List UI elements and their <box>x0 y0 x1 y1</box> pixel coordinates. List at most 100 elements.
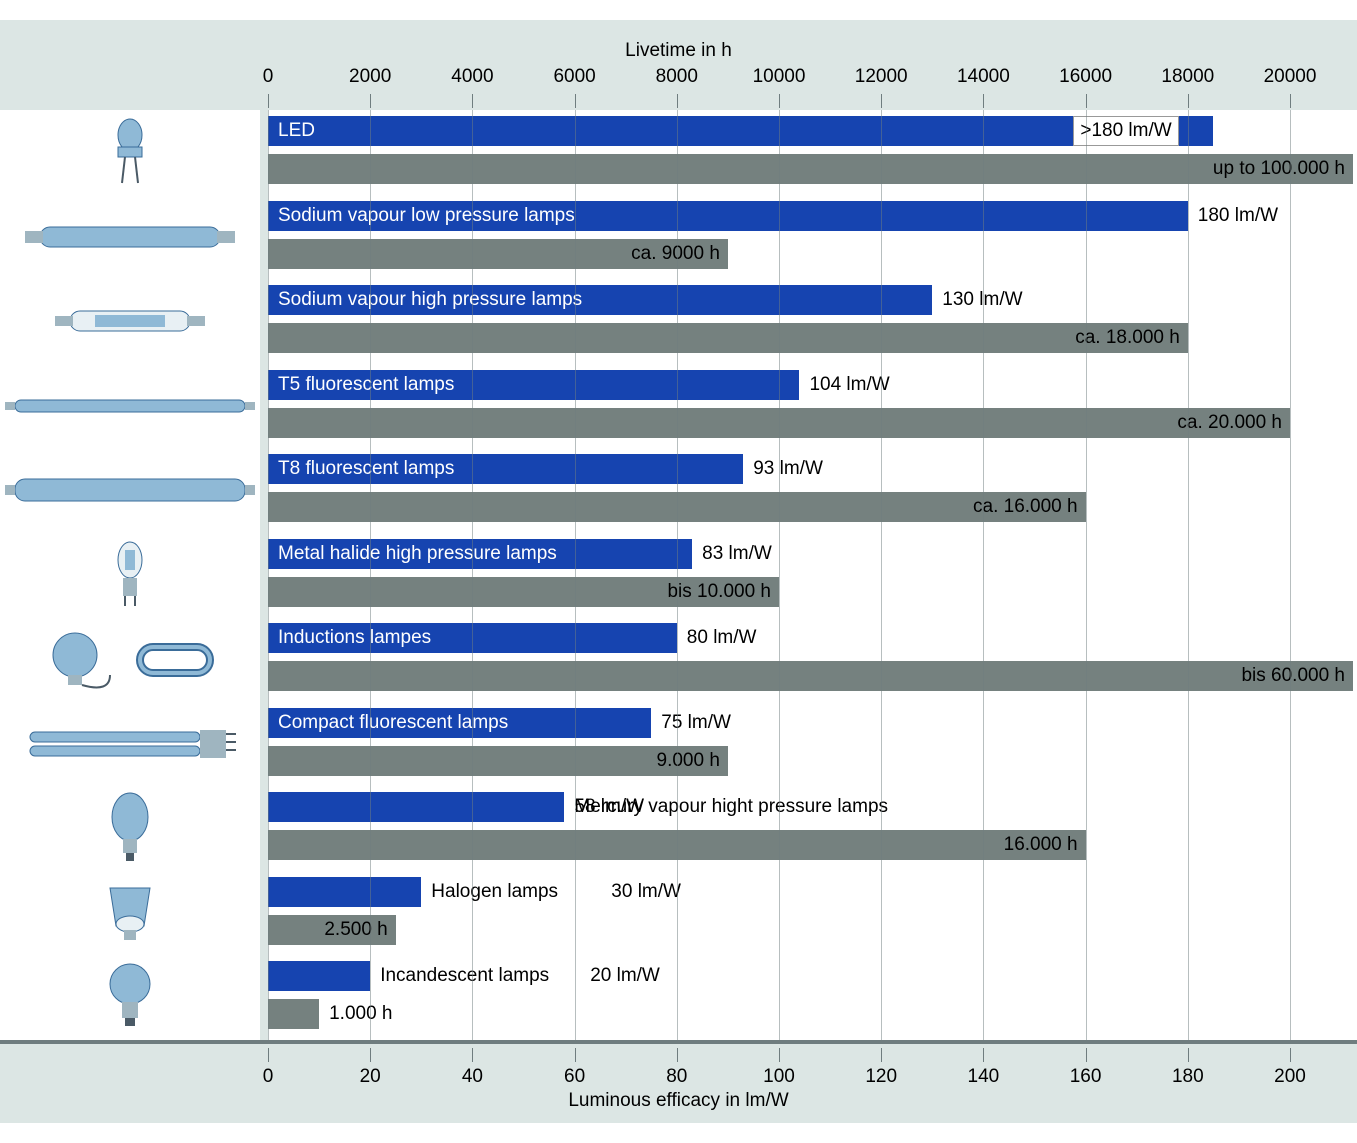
top-axis-label: 2000 <box>349 66 391 88</box>
top-axis-label: 20000 <box>1264 66 1317 88</box>
grid-line-over <box>575 110 576 1044</box>
efficacy-value: 80 lm/W <box>687 623 757 653</box>
bottom-axis-label: 100 <box>763 1066 795 1088</box>
lamp-name: Inductions lampes <box>278 623 431 653</box>
bottom-axis-label: 0 <box>263 1066 274 1088</box>
efficacy-bar <box>268 961 370 991</box>
bottom-tick <box>268 1048 269 1062</box>
top-tick <box>1290 94 1291 108</box>
lifetime-bar <box>268 999 319 1029</box>
efficacy-value: 104 lm/W <box>809 370 889 400</box>
halogen-icon <box>0 871 260 956</box>
lifetime-value: ca. 9000 h <box>631 239 720 269</box>
efficacy-value: 93 lm/W <box>753 454 823 484</box>
grid-line-over <box>983 110 984 1044</box>
bottom-tick <box>779 1048 780 1062</box>
grid-line-over <box>472 110 473 1044</box>
t8-icon <box>0 448 260 533</box>
efficacy-value: 180 lm/W <box>1198 201 1278 231</box>
grid-line-over <box>1188 110 1189 1044</box>
grid-line-over <box>881 110 882 1044</box>
tube-short-icon <box>0 279 260 364</box>
bottom-tick <box>1086 1048 1087 1062</box>
efficacy-value: >180 lm/W <box>1073 116 1178 146</box>
lamp-name: LED <box>278 116 315 146</box>
bottom-tick <box>881 1048 882 1062</box>
lifetime-bar <box>268 323 1188 353</box>
top-tick <box>983 94 984 108</box>
efficacy-bar <box>268 877 421 907</box>
bottom-tick <box>1188 1048 1189 1062</box>
lamp-name: T5 fluorescent lamps <box>278 370 454 400</box>
lifetime-value: 9.000 h <box>657 746 720 776</box>
lamp-name-outside: Halogen lamps <box>431 877 558 907</box>
induction-icon <box>0 617 260 702</box>
efficacy-bar <box>268 792 564 822</box>
bottom-axis-label: 180 <box>1172 1066 1204 1088</box>
efficacy-value: 30 lm/W <box>611 877 681 907</box>
top-tick <box>575 94 576 108</box>
bottom-axis-label: 20 <box>360 1066 381 1088</box>
bottom-tick <box>1290 1048 1291 1062</box>
top-axis-label: 18000 <box>1161 66 1214 88</box>
lifetime-value: 2.500 h <box>324 915 387 945</box>
top-axis-label: 14000 <box>957 66 1010 88</box>
bottom-axis-label: 40 <box>462 1066 483 1088</box>
lifetime-value: 1.000 h <box>329 999 392 1029</box>
efficacy-bar <box>268 116 1213 146</box>
lifetime-value: ca. 18.000 h <box>1075 323 1180 353</box>
lamp-name: Sodium vapour high pressure lamps <box>278 285 582 315</box>
grid-line-over <box>1086 110 1087 1044</box>
tube-long-icon <box>0 195 260 280</box>
lifetime-value: 16.000 h <box>1004 830 1078 860</box>
bulb-icon <box>0 955 260 1040</box>
bottom-axis-label: 60 <box>564 1066 585 1088</box>
lifetime-value: ca. 20.000 h <box>1177 408 1282 438</box>
top-axis-label: 4000 <box>451 66 493 88</box>
bottom-tick <box>983 1048 984 1062</box>
top-tick <box>677 94 678 108</box>
lifetime-bar <box>268 154 1353 184</box>
top-tick <box>268 94 269 108</box>
lamp-name: Sodium vapour low pressure lamps <box>278 201 575 231</box>
top-tick <box>370 94 371 108</box>
lifetime-value: up to 100.000 h <box>1213 154 1345 184</box>
grid-line-over <box>677 110 678 1044</box>
top-axis-label: 8000 <box>656 66 698 88</box>
lifetime-value: ca. 16.000 h <box>973 492 1078 522</box>
lamp-name: T8 fluorescent lamps <box>278 454 454 484</box>
top-tick <box>1188 94 1189 108</box>
top-axis-label: 6000 <box>553 66 595 88</box>
efficacy-value: 83 lm/W <box>702 539 772 569</box>
icon-col-gap <box>260 110 268 1040</box>
efficacy-value: 20 lm/W <box>590 961 660 991</box>
title-top: Livetime in h <box>0 40 1357 62</box>
top-axis-label: 10000 <box>753 66 806 88</box>
efficacy-value: 75 lm/W <box>661 708 731 738</box>
grid-line-over <box>1290 110 1291 1044</box>
bottom-axis-label: 80 <box>666 1066 687 1088</box>
grid-line-over <box>779 110 780 1044</box>
top-tick <box>472 94 473 108</box>
lifetime-value: bis 10.000 h <box>667 577 771 607</box>
lamp-name: Compact fluorescent lamps <box>278 708 508 738</box>
top-axis-label: 16000 <box>1059 66 1112 88</box>
cfl-icon <box>0 702 260 787</box>
mercury-icon <box>0 786 260 871</box>
lamp-name-outside: Incandescent lamps <box>380 961 549 991</box>
top-axis-label: 12000 <box>855 66 908 88</box>
efficacy-value: 58 lm/W <box>574 792 644 822</box>
bottom-tick <box>472 1048 473 1062</box>
bottom-tick <box>677 1048 678 1062</box>
bottom-axis-label: 200 <box>1274 1066 1306 1088</box>
axis-line-bottom <box>0 1042 1357 1044</box>
t5-icon <box>0 364 260 449</box>
bottom-axis-label: 160 <box>1070 1066 1102 1088</box>
top-tick <box>1086 94 1087 108</box>
bottom-tick <box>575 1048 576 1062</box>
lamp-comparison-chart: Livetime in hLuminous efficacy in lm/W02… <box>0 20 1357 1123</box>
bottom-tick <box>370 1048 371 1062</box>
top-tick <box>881 94 882 108</box>
top-axis-label: 0 <box>263 66 274 88</box>
lamp-name: Metal halide high pressure lamps <box>278 539 557 569</box>
